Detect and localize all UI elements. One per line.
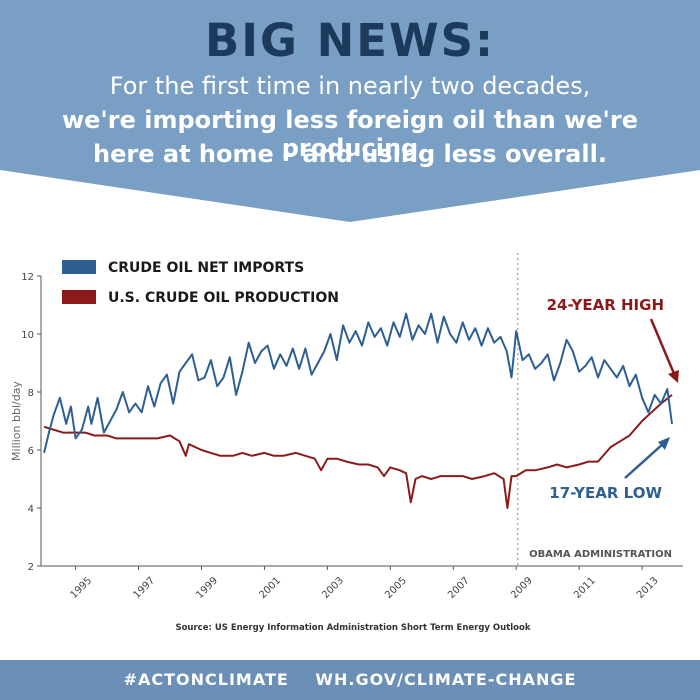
- obama-administration-label: OBAMA ADMINISTRATION: [529, 549, 672, 560]
- subheadline-line-1: For the first time in nearly two decades…: [109, 72, 591, 100]
- footer-hashtag[interactable]: #ACTONCLIMATE: [123, 670, 289, 689]
- y-tick-label: 10: [21, 330, 34, 341]
- x-tick-label: 1997: [131, 575, 157, 601]
- header-shape: [0, 0, 700, 222]
- chart-series: [43, 312, 673, 509]
- chart-axes: [40, 276, 683, 567]
- y-tick-label: 6: [28, 446, 34, 457]
- legend-swatch-production: [62, 290, 96, 304]
- legend-label-imports: CRUDE OIL NET IMPORTS: [108, 260, 304, 276]
- arrow-24-year-high: [649, 318, 677, 377]
- x-ticks: 1995 1997 1999 2001 2003 2005 2007 2009 2011 2013: [69, 566, 661, 601]
- header-background: [0, 0, 700, 222]
- footer-bar: #ACTONCLIMATE WH.GOV/CLIMATE-CHANGE: [0, 660, 700, 700]
- series-line-imports: [43, 312, 673, 454]
- y-ticks: 2 4 6 8 10 12: [21, 272, 41, 573]
- x-tick-label: 2005: [383, 575, 409, 601]
- line-chart: 2 4 6 8 10 12 1995 1997 1999 2001 2003 2005 2007 200…: [10, 253, 683, 633]
- footer-url[interactable]: WH.GOV/CLIMATE-CHANGE: [315, 670, 577, 689]
- annotation-17-year-low: 17-YEAR LOW: [549, 484, 662, 502]
- subheadline-line-3: here at home – and using less overall.: [93, 140, 607, 168]
- x-tick-label: 2013: [635, 575, 661, 601]
- header-banner: BIG NEWS: For the first time in nearly t…: [0, 0, 700, 222]
- y-tick-label: 2: [28, 562, 34, 573]
- y-tick-label: 8: [28, 388, 34, 399]
- x-tick-label: 2007: [446, 575, 472, 601]
- y-tick-label: 4: [28, 504, 34, 515]
- legend-swatch-imports: [62, 260, 96, 274]
- x-tick-label: 2001: [257, 575, 283, 601]
- x-tick-label: 1995: [69, 575, 95, 601]
- arrowhead-24-year-high: [668, 370, 679, 383]
- arrow-17-year-low: [624, 442, 665, 479]
- series-line-production: [43, 394, 673, 509]
- x-tick-label: 2011: [572, 575, 598, 601]
- arrowhead-17-year-low: [658, 437, 670, 450]
- y-axis-label: Million bbl/day: [10, 381, 23, 461]
- x-tick-label: 1999: [194, 575, 220, 601]
- x-tick-label: 2003: [320, 575, 346, 601]
- subheadline-line-2: we're importing less foreign oil than we…: [61, 106, 639, 162]
- legend: CRUDE OIL NET IMPORTS U.S. CRUDE OIL PRO…: [62, 260, 339, 306]
- x-tick-label: 2009: [509, 575, 535, 601]
- y-tick-label: 12: [21, 272, 34, 283]
- headline: BIG NEWS:: [204, 14, 496, 67]
- legend-label-production: U.S. CRUDE OIL PRODUCTION: [108, 290, 339, 306]
- annotation-24-year-high: 24-YEAR HIGH: [547, 296, 664, 314]
- source-note: Source: US Energy Information Administra…: [175, 623, 530, 633]
